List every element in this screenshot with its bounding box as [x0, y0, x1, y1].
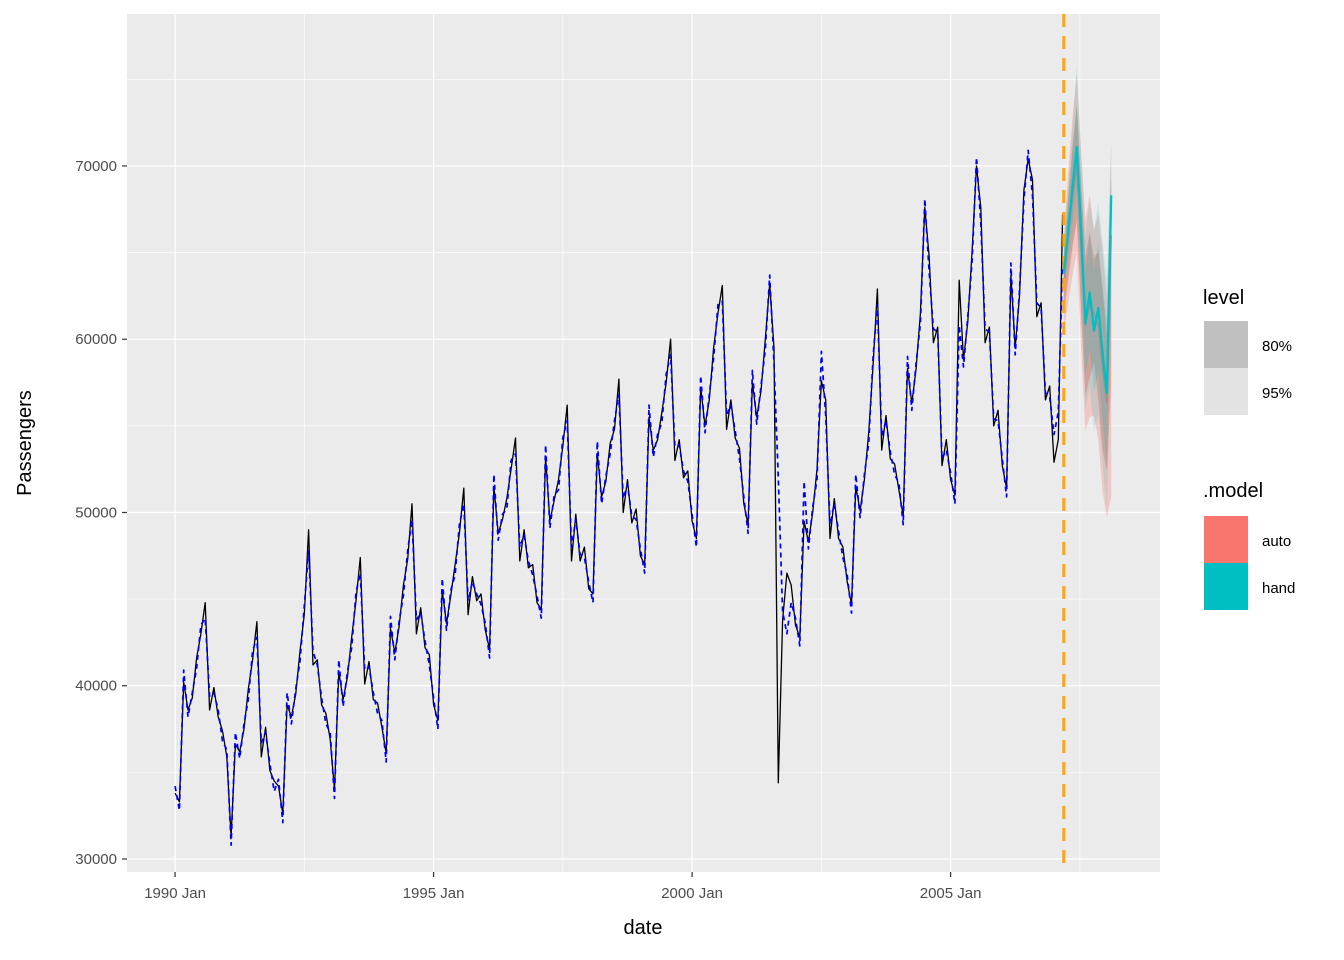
y-tick-label: 30000	[75, 851, 117, 868]
x-tick-label: 1990 Jan	[144, 885, 206, 902]
forecast-ribbon-hand-80	[1063, 103, 1112, 464]
legend-model: .model auto hand	[1203, 480, 1295, 610]
y-tick-label: 50000	[75, 504, 117, 521]
plot-panel	[127, 14, 1160, 872]
forecast-ribbon-auto-80	[1063, 107, 1112, 471]
forecast-ribbon-hand-95	[1063, 63, 1112, 509]
legend-key-hand-label: hand	[1262, 580, 1295, 597]
fitted-series-line	[174, 149, 1064, 846]
legend-key-80-swatch	[1204, 321, 1248, 368]
legend-key-95-swatch	[1204, 368, 1248, 415]
x-tick-label: 2000 Jan	[661, 885, 723, 902]
legend-key-95-label: 95%	[1262, 385, 1292, 402]
x-tick-label: 1995 Jan	[403, 885, 465, 902]
x-axis-title: date	[624, 917, 663, 939]
legend-key-auto-swatch	[1204, 516, 1248, 563]
legend-level: level 80% 95%	[1203, 287, 1292, 415]
forecast-mean-line-hand	[1062, 145, 1113, 395]
y-tick-label: 40000	[75, 678, 117, 695]
legend-key-auto-label: auto	[1262, 533, 1291, 550]
y-tick-label: 70000	[75, 158, 117, 175]
x-tick-label: 2005 Jan	[920, 885, 982, 902]
legend-key-80-label: 80%	[1262, 338, 1292, 355]
legend-key-hand-swatch	[1204, 563, 1248, 610]
legend-level-title: level	[1203, 287, 1244, 309]
y-tick-label: 60000	[75, 331, 117, 348]
y-axis-title: Passengers	[14, 390, 36, 496]
legend-model-title: .model	[1203, 480, 1263, 502]
